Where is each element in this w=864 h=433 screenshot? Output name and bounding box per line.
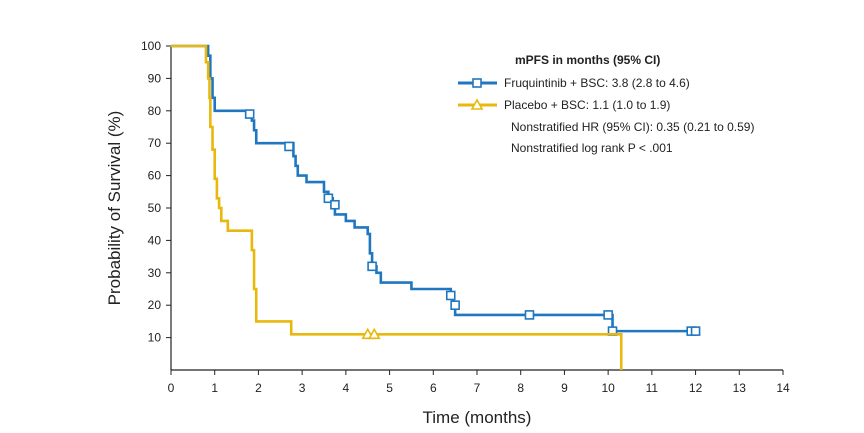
x-tick-label: 12	[689, 381, 703, 395]
legend-item-fruquintinib: Fruquintinib + BSC: 3.8 (2.8 to 4.6)	[458, 76, 690, 90]
y-tick-label: 90	[148, 71, 162, 85]
y-tick-label: 30	[148, 266, 162, 280]
censor-marker	[524, 310, 535, 320]
x-tick-label: 6	[430, 381, 437, 395]
x-tick-label: 14	[776, 381, 790, 395]
x-tick-label: 11	[646, 381, 659, 395]
x-tick-label: 2	[255, 381, 262, 395]
y-tick-label: 100	[141, 39, 161, 53]
x-tick-label: 7	[474, 381, 481, 395]
censor-marker	[330, 199, 340, 210]
y-tick-label: 50	[148, 201, 162, 215]
y-axis: 10 20 30 40 50 60 70 80 90 100	[141, 39, 172, 370]
x-axis-title: Time (months)	[423, 408, 532, 427]
x-tick-label: 0	[168, 381, 175, 395]
censor-marker	[367, 261, 377, 272]
x-tick-label: 5	[386, 381, 393, 395]
legend-marker-triangle	[470, 98, 484, 110]
series-placebo	[171, 44, 623, 370]
x-tick-label: 9	[561, 381, 568, 395]
legend-note-hr: Nonstratified HR (95% CI): 0.35 (0.21 to…	[511, 120, 754, 134]
survival-curve	[171, 44, 623, 370]
censor-marker	[244, 109, 255, 119]
legend-note-logrank: Nonstratified log rank P < .001	[511, 141, 673, 155]
x-tick-label: 8	[517, 381, 524, 395]
y-axis-title: Probability of Survival (%)	[105, 111, 124, 306]
censor-marker	[450, 300, 460, 311]
y-tick-label: 80	[148, 104, 162, 118]
legend-label-placebo: Placebo + BSC: 1.1 (1.0 to 1.9)	[504, 98, 670, 112]
y-tick-label: 20	[148, 298, 162, 312]
x-tick-label: 13	[733, 381, 747, 395]
series-fruquintinib	[171, 44, 701, 336]
x-axis: 0 1 2 3 4 5 6 7 8 9 10 11 12 13 14	[168, 369, 790, 395]
y-tick-label: 60	[148, 169, 162, 183]
legend-title: mPFS in months (95% CI)	[515, 53, 660, 67]
censor-marker	[603, 310, 613, 320]
censor-marker	[367, 327, 381, 340]
x-tick-label: 10	[601, 381, 615, 395]
y-tick-label: 70	[148, 136, 162, 150]
x-tick-label: 3	[299, 381, 306, 395]
legend-label-fruquintinib: Fruquintinib + BSC: 3.8 (2.8 to 4.6)	[504, 76, 690, 90]
x-tick-label: 4	[343, 381, 350, 395]
x-tick-label: 1	[211, 381, 218, 395]
legend: mPFS in months (95% CI) Fruquintinib + B…	[458, 53, 754, 155]
censor-marker	[445, 290, 456, 301]
legend-item-placebo: Placebo + BSC: 1.1 (1.0 to 1.9)	[458, 98, 670, 112]
series-layer	[171, 44, 701, 370]
y-tick-label: 40	[148, 233, 162, 247]
legend-marker-square	[472, 78, 482, 88]
censor-marker	[323, 193, 334, 204]
censor-marker	[690, 326, 701, 336]
y-tick-label: 10	[148, 331, 162, 345]
censor-marker	[284, 141, 294, 152]
